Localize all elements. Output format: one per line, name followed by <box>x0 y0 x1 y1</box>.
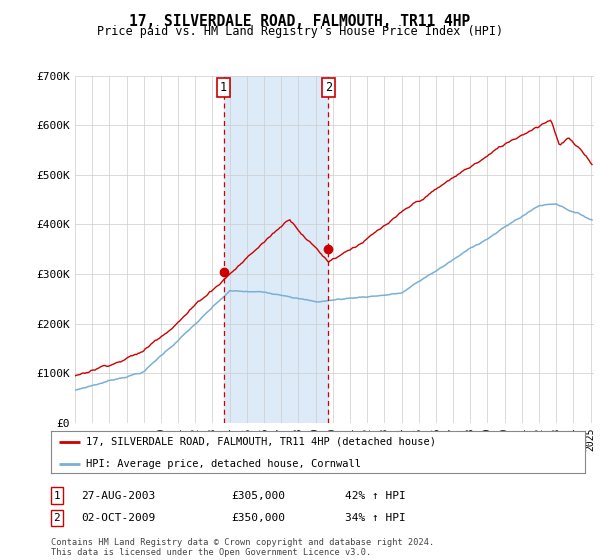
Text: 42% ↑ HPI: 42% ↑ HPI <box>345 491 406 501</box>
Text: £305,000: £305,000 <box>231 491 285 501</box>
Text: 2: 2 <box>53 513 61 523</box>
Text: 34% ↑ HPI: 34% ↑ HPI <box>345 513 406 523</box>
Text: 27-AUG-2003: 27-AUG-2003 <box>81 491 155 501</box>
Text: 2: 2 <box>325 81 332 94</box>
Text: Price paid vs. HM Land Registry's House Price Index (HPI): Price paid vs. HM Land Registry's House … <box>97 25 503 38</box>
Text: HPI: Average price, detached house, Cornwall: HPI: Average price, detached house, Corn… <box>86 459 361 469</box>
Text: £350,000: £350,000 <box>231 513 285 523</box>
Text: 17, SILVERDALE ROAD, FALMOUTH, TR11 4HP (detached house): 17, SILVERDALE ROAD, FALMOUTH, TR11 4HP … <box>86 437 436 447</box>
Text: 17, SILVERDALE ROAD, FALMOUTH, TR11 4HP: 17, SILVERDALE ROAD, FALMOUTH, TR11 4HP <box>130 14 470 29</box>
Text: 1: 1 <box>53 491 61 501</box>
Text: 02-OCT-2009: 02-OCT-2009 <box>81 513 155 523</box>
Text: Contains HM Land Registry data © Crown copyright and database right 2024.
This d: Contains HM Land Registry data © Crown c… <box>51 538 434 557</box>
Text: 1: 1 <box>220 81 227 94</box>
Bar <box>224 76 328 423</box>
